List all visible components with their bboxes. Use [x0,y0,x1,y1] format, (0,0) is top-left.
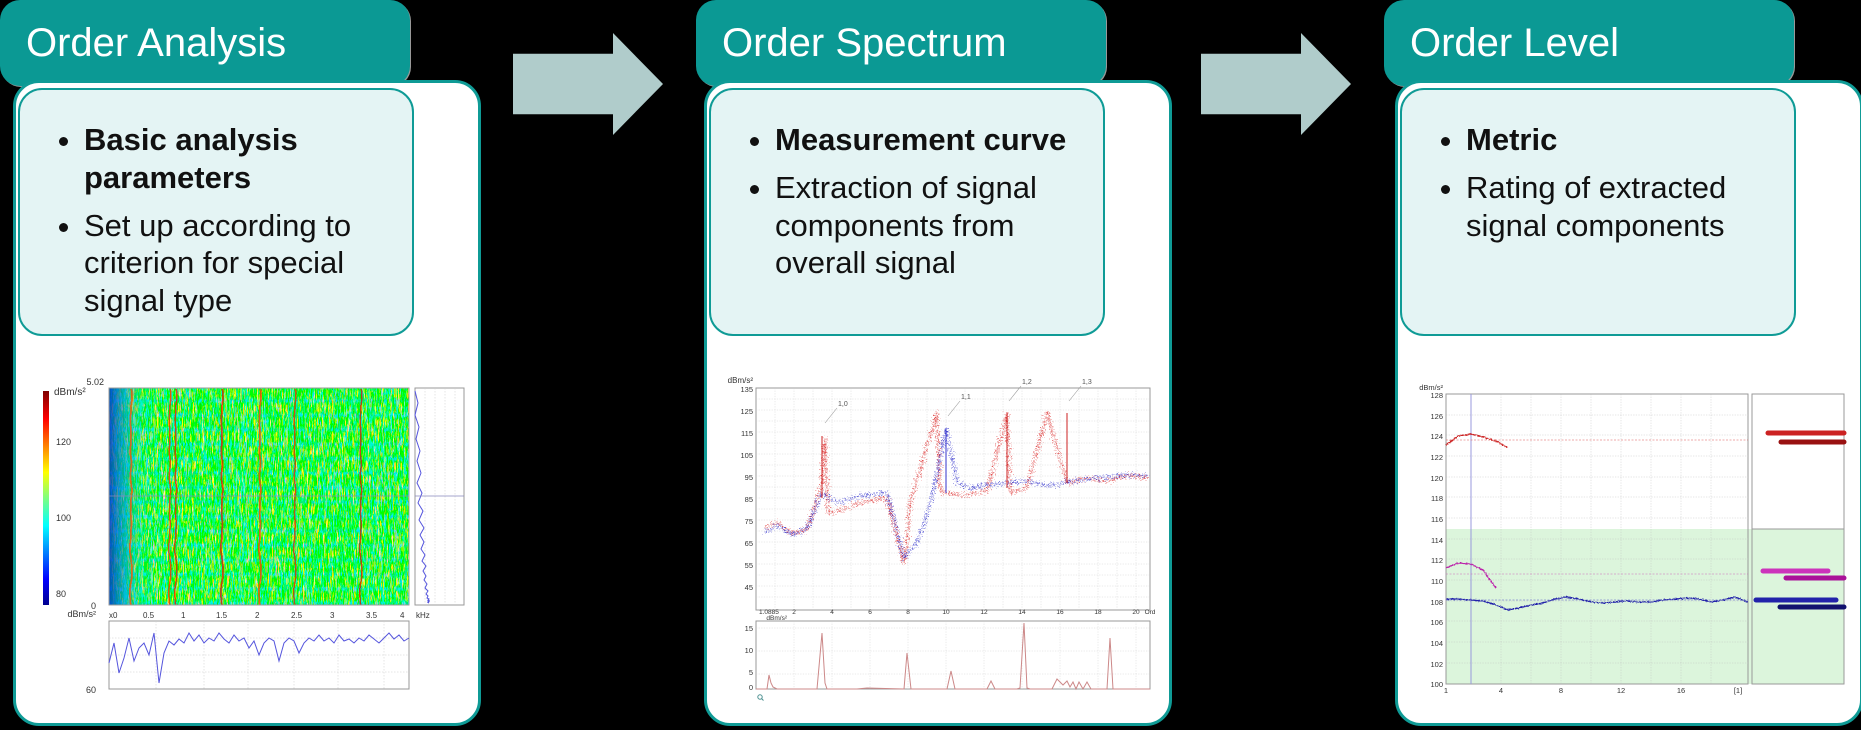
svg-text:100: 100 [56,513,71,523]
svg-text:60: 60 [86,685,96,695]
svg-text:55: 55 [745,561,753,570]
svg-text:18: 18 [1094,609,1102,616]
svg-text:dBm/s²: dBm/s² [54,387,86,398]
svg-text:[1]: [1] [1734,686,1742,695]
svg-text:4: 4 [400,611,405,620]
svg-text:12: 12 [980,609,988,616]
svg-text:dBm/s²: dBm/s² [766,615,787,622]
svg-text:2: 2 [255,611,260,620]
svg-text:108: 108 [1430,598,1443,607]
svg-text:122: 122 [1430,453,1443,462]
svg-text:120: 120 [56,437,71,447]
svg-text:16: 16 [1056,609,1064,616]
svg-text:118: 118 [1431,494,1443,503]
svg-text:2.5: 2.5 [291,611,303,620]
svg-text:1.5: 1.5 [216,611,228,620]
svg-text:1,3: 1,3 [1082,379,1092,386]
svg-text:65: 65 [745,539,753,548]
svg-text:0.5: 0.5 [143,611,155,620]
svg-text:1,0: 1,0 [838,401,848,408]
svg-text:135: 135 [740,385,753,394]
svg-text:8: 8 [1559,686,1563,695]
svg-text:115: 115 [741,429,753,438]
svg-text:85: 85 [745,495,753,504]
svg-text:3.5: 3.5 [366,611,378,620]
svg-text:45: 45 [745,583,753,592]
svg-text:2: 2 [792,609,796,616]
svg-text:8: 8 [906,609,910,616]
svg-text:10: 10 [745,646,753,655]
svg-text:100: 100 [1430,680,1443,689]
svg-text:Ord: Ord [1145,609,1156,616]
svg-text:12: 12 [1617,686,1625,695]
svg-text:15: 15 [745,624,753,633]
svg-text:1,1: 1,1 [961,394,971,401]
svg-text:dBm/s²: dBm/s² [728,376,754,385]
svg-text:125: 125 [740,407,753,416]
svg-text:104: 104 [1430,639,1443,648]
svg-text:95: 95 [745,473,753,482]
svg-text:3: 3 [330,611,335,620]
svg-text:0: 0 [749,683,753,692]
svg-text:120: 120 [1430,474,1443,483]
svg-text:128: 128 [1430,391,1443,400]
svg-text:14: 14 [1018,609,1026,616]
svg-text:102: 102 [1430,660,1443,669]
svg-text:kHz: kHz [416,611,430,620]
svg-text:106: 106 [1430,618,1443,627]
svg-text:1,2: 1,2 [1022,379,1032,386]
svg-text:1: 1 [181,611,186,620]
svg-text:80: 80 [56,589,66,599]
svg-text:16: 16 [1677,686,1685,695]
svg-text:114: 114 [1431,536,1443,545]
svg-text:x0: x0 [109,611,118,620]
svg-text:110: 110 [1431,577,1443,586]
svg-text:6: 6 [868,609,872,616]
svg-text:10: 10 [942,609,950,616]
svg-text:1: 1 [1444,686,1448,695]
svg-text:112: 112 [1431,556,1443,565]
svg-text:4: 4 [830,609,834,616]
svg-text:20: 20 [1132,609,1140,616]
svg-text:75: 75 [745,517,753,526]
svg-text:4: 4 [1499,686,1503,695]
svg-text:5.02: 5.02 [86,377,104,387]
svg-text:126: 126 [1430,412,1443,421]
svg-text:105: 105 [740,451,753,460]
svg-text:124: 124 [1430,432,1443,441]
svg-text:5: 5 [749,668,753,677]
svg-text:dBm/s²: dBm/s² [67,609,96,619]
svg-text:116: 116 [1431,515,1443,524]
